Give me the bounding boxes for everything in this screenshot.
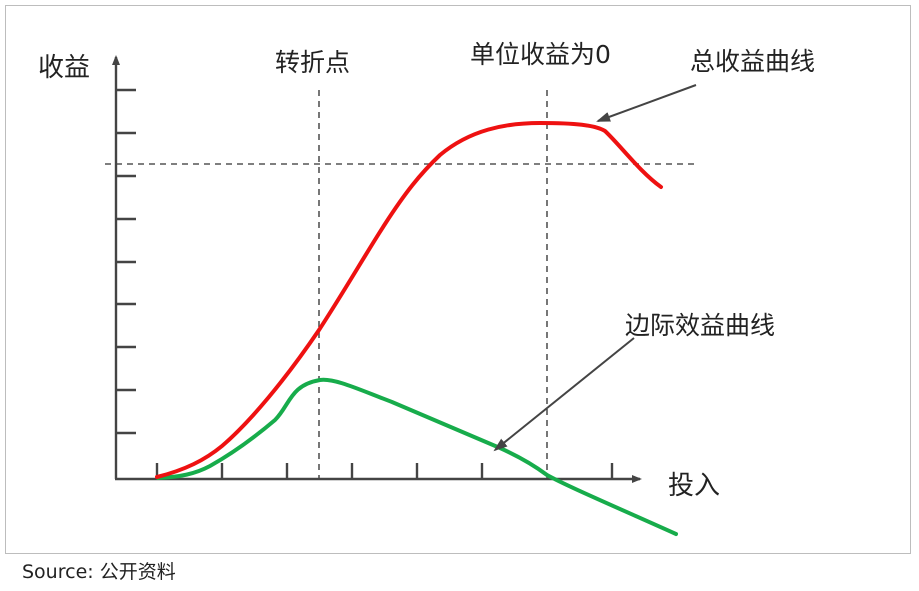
marginal-benefit-curve <box>156 377 678 536</box>
marginal-benefit-curve-label: 边际效益曲线 <box>625 311 776 340</box>
total-revenue-arrow <box>596 84 697 122</box>
y-ticks <box>116 88 136 435</box>
marginal-benefit-arrow <box>493 337 635 452</box>
axes <box>112 55 642 483</box>
annotation-arrows <box>493 84 697 452</box>
zero-unit-return-label: 单位收益为0 <box>470 40 611 69</box>
chart-frame <box>5 5 911 554</box>
source-note: Source: 公开资料 <box>22 561 176 583</box>
turning-point-label: 转折点 <box>275 48 351 77</box>
y-axis-label: 收益 <box>38 53 91 83</box>
x-ticks <box>155 463 614 479</box>
guide-lines <box>105 90 697 479</box>
total-revenue-curve <box>155 120 663 479</box>
total-revenue-curve-label: 总收益曲线 <box>690 47 816 76</box>
x-axis-label: 投入 <box>668 471 721 501</box>
